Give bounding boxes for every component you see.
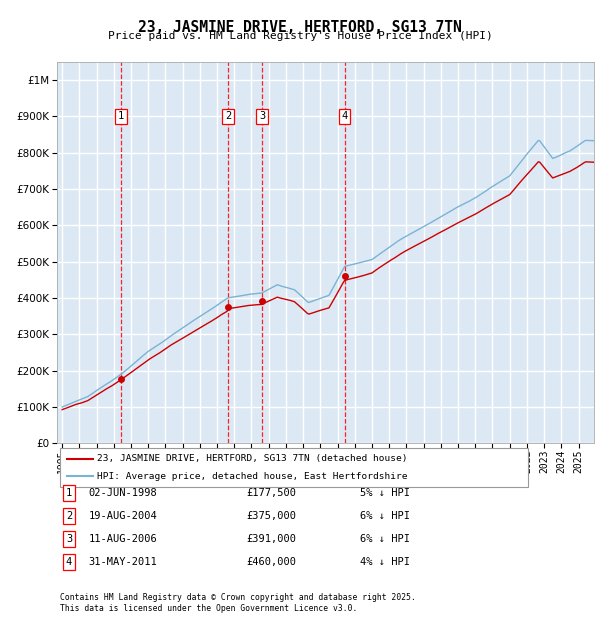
- Text: £177,500: £177,500: [246, 488, 296, 498]
- Text: 6% ↓ HPI: 6% ↓ HPI: [360, 534, 410, 544]
- Text: 1: 1: [66, 488, 72, 498]
- Text: 31-MAY-2011: 31-MAY-2011: [89, 557, 158, 567]
- Text: 4: 4: [66, 557, 72, 567]
- Text: HPI: Average price, detached house, East Hertfordshire: HPI: Average price, detached house, East…: [97, 472, 408, 481]
- Text: 1: 1: [118, 112, 124, 122]
- Text: 23, JASMINE DRIVE, HERTFORD, SG13 7TN (detached house): 23, JASMINE DRIVE, HERTFORD, SG13 7TN (d…: [97, 454, 408, 463]
- Text: 5% ↓ HPI: 5% ↓ HPI: [360, 488, 410, 498]
- Text: 23, JASMINE DRIVE, HERTFORD, SG13 7TN: 23, JASMINE DRIVE, HERTFORD, SG13 7TN: [138, 20, 462, 35]
- Text: 3: 3: [66, 534, 72, 544]
- Text: Price paid vs. HM Land Registry's House Price Index (HPI): Price paid vs. HM Land Registry's House …: [107, 31, 493, 41]
- Text: 4: 4: [341, 112, 348, 122]
- Text: 4% ↓ HPI: 4% ↓ HPI: [360, 557, 410, 567]
- Text: £375,000: £375,000: [246, 511, 296, 521]
- Text: £460,000: £460,000: [246, 557, 296, 567]
- Text: Contains HM Land Registry data © Crown copyright and database right 2025.
This d: Contains HM Land Registry data © Crown c…: [60, 593, 416, 613]
- Text: 3: 3: [259, 112, 265, 122]
- Text: 19-AUG-2004: 19-AUG-2004: [89, 511, 158, 521]
- Text: £391,000: £391,000: [246, 534, 296, 544]
- Text: 02-JUN-1998: 02-JUN-1998: [89, 488, 158, 498]
- Text: 2: 2: [225, 112, 231, 122]
- Text: 6% ↓ HPI: 6% ↓ HPI: [360, 511, 410, 521]
- Text: 2: 2: [66, 511, 72, 521]
- Text: 11-AUG-2006: 11-AUG-2006: [89, 534, 158, 544]
